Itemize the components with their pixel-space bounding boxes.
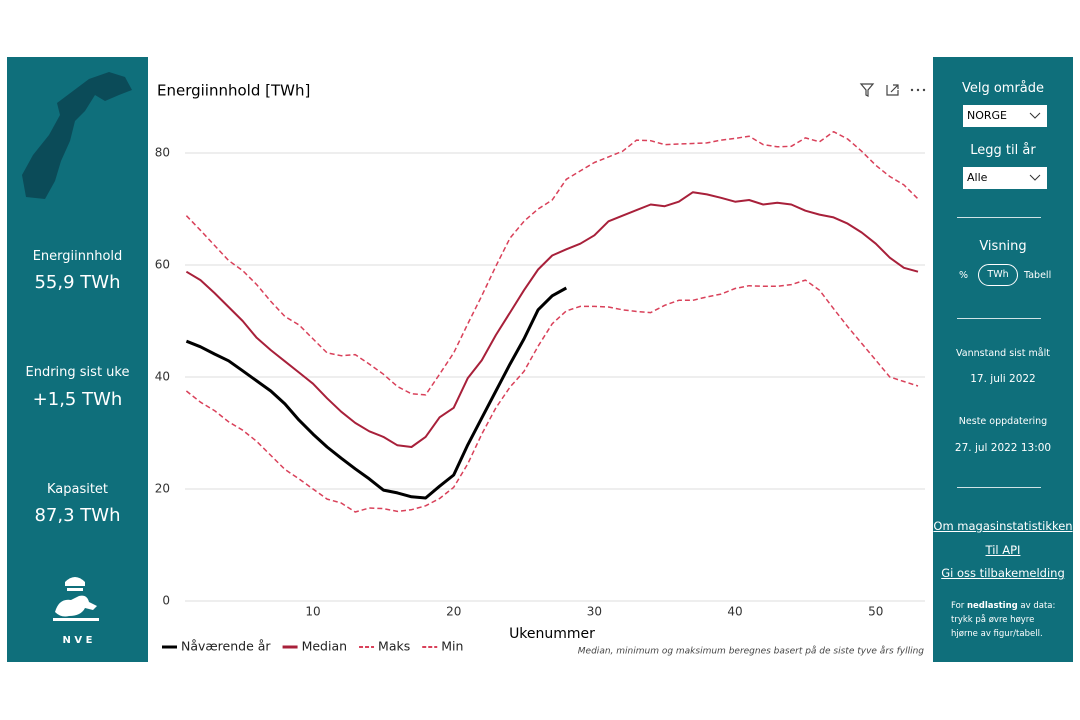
link[interactable]: Om magasinstatistikken <box>933 519 1073 533</box>
next-value: 27. jul 2022 13:00 <box>954 442 1052 454</box>
legend-label: Min <box>441 639 463 654</box>
logo-text: N V E <box>62 635 93 646</box>
y-tick-label: 80 <box>155 146 170 160</box>
series-line <box>185 130 919 396</box>
chart-title: Energiinnhold [TWh] <box>157 82 310 100</box>
map-icon <box>22 72 132 199</box>
energy-label: Energiinnhold <box>32 249 123 264</box>
series-line <box>185 286 568 500</box>
view-label: Visning <box>979 239 1027 254</box>
energy-value: 55,9 TWh <box>34 272 121 293</box>
link[interactable]: Gi oss tilbakemelding <box>941 566 1065 580</box>
note-text: For <box>951 601 967 611</box>
year-dropdown[interactable]: Alle <box>963 167 1047 189</box>
y-tick-label: 20 <box>155 482 170 496</box>
view-percent[interactable]: % <box>959 270 969 281</box>
change-value: +1,5 TWh <box>32 389 123 410</box>
note-text: av data: trykk på øvre høyre hjørne av f… <box>951 601 1056 639</box>
download-note: For nedlasting av data: trykk på øvre hø… <box>951 599 1063 641</box>
separator <box>957 318 1041 319</box>
measured-label: Vannstand sist målt <box>956 348 1050 359</box>
x-tick-label: 10 <box>305 605 320 619</box>
next-label: Neste oppdatering <box>958 416 1048 427</box>
filter-icon[interactable] <box>859 83 875 97</box>
legend-label: Nåværende år <box>181 639 271 654</box>
view-twh[interactable]: TWh <box>978 264 1018 286</box>
area-value: NORGE <box>967 109 1008 122</box>
separator <box>957 217 1041 218</box>
area-label: Velg område <box>961 81 1045 96</box>
separator <box>957 487 1041 488</box>
capacity-label: Kapasitet <box>46 482 109 497</box>
nve-logo <box>53 577 99 621</box>
change-label: Endring sist uke <box>25 365 130 380</box>
legend-label: Maks <box>378 639 410 654</box>
footnote: Median, minimum og maksimum beregnes bas… <box>578 646 924 657</box>
toolbar-icons[interactable] <box>859 83 926 97</box>
legend-label: Median <box>302 639 347 654</box>
measured-value: 17. juli 2022 <box>970 373 1036 385</box>
y-tick-label: 60 <box>155 258 170 272</box>
x-tick-label: 50 <box>868 605 883 619</box>
year-value: Alle <box>967 171 988 184</box>
y-tick-label: 0 <box>162 594 170 608</box>
series-line <box>185 279 919 513</box>
y-tick-label: 40 <box>155 370 170 384</box>
view-table[interactable]: Tabell <box>1024 270 1052 281</box>
x-tick-label: 20 <box>446 605 461 619</box>
right-panel: Velg område NORGE Legg til år Alle Visni… <box>933 57 1073 662</box>
left-panel: Energiinnhold 55,9 TWh Endring sist uke … <box>7 57 148 662</box>
x-axis-label: Ukenummer <box>509 626 595 642</box>
x-tick-label: 30 <box>587 605 602 619</box>
area-dropdown[interactable]: NORGE <box>963 105 1047 127</box>
year-label: Legg til år <box>970 143 1036 158</box>
link[interactable]: Til API <box>985 543 1021 557</box>
note-bold: nedlasting <box>966 601 1018 611</box>
more-icon[interactable] <box>910 88 926 92</box>
focus-icon[interactable] <box>886 84 899 96</box>
x-tick-label: 40 <box>727 605 742 619</box>
series-line <box>185 191 919 448</box>
capacity-value: 87,3 TWh <box>34 505 121 526</box>
